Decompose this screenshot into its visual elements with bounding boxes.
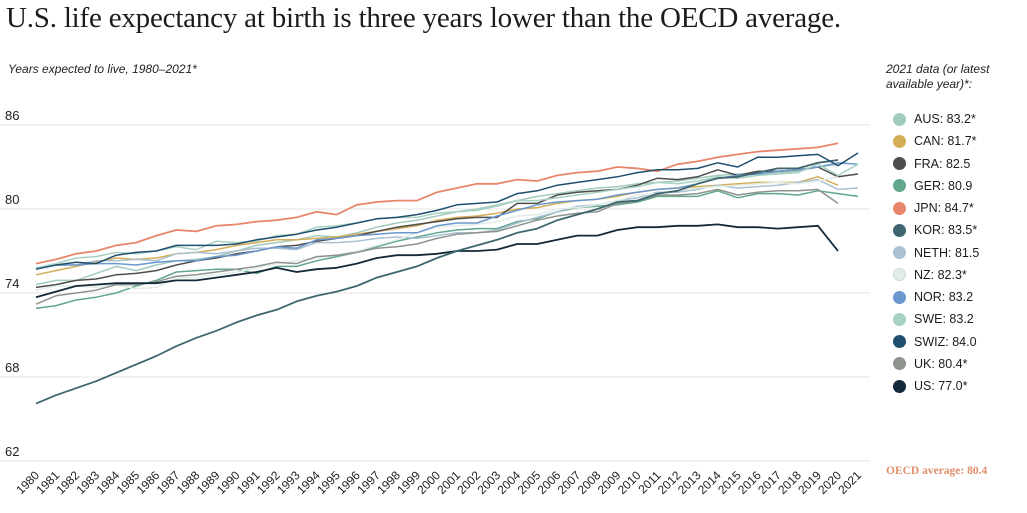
legend-swatch (893, 223, 906, 237)
legend-swatch (893, 246, 906, 260)
series-lines (35, 142, 859, 405)
legend-swatch (893, 157, 906, 171)
legend-item-jpn: JPN: 84.7* (893, 197, 979, 219)
legend-label: NZ: 82.3* (914, 267, 967, 282)
legend-item-swiz: SWIZ: 84.0 (893, 331, 979, 353)
legend-item-swe: SWE: 83.2 (893, 308, 979, 330)
y-tick-label: 74 (5, 276, 19, 291)
y-tick-label: 86 (5, 108, 19, 123)
legend-label: CAN: 81.7* (914, 134, 977, 149)
legend-label: KOR: 83.5* (914, 223, 978, 238)
legend-title: 2021 data (or latest available year)*: (886, 62, 990, 91)
legend-item-fra: FRA: 82.5 (893, 153, 979, 175)
x-axis-ticks: 1980198119821983198419851986198719881989… (13, 468, 864, 497)
y-tick-label: 80 (5, 192, 19, 207)
legend-item-aus: AUS: 83.2* (893, 108, 979, 130)
series-line-can (35, 176, 839, 276)
legend-swatch (893, 268, 906, 282)
legend-label: FRA: 82.5 (914, 156, 971, 171)
legend-swatch (893, 179, 906, 193)
legend-label: SWE: 83.2 (914, 312, 974, 327)
series-line-swiz (35, 152, 859, 270)
legend-label: GER: 80.9 (914, 178, 973, 193)
legend-swatch (893, 312, 906, 326)
series-line-jpn (35, 142, 839, 265)
y-tick-label: 68 (5, 360, 19, 375)
legend-label: UK: 80.4* (914, 356, 968, 371)
series-line-fra (35, 166, 859, 289)
legend-swatch (893, 335, 906, 349)
x-tick-label: 2021 (835, 468, 864, 497)
legend-swatch (893, 112, 906, 126)
series-line-ger (35, 190, 859, 310)
legend: AUS: 83.2* CAN: 81.7* FRA: 82.5 GER: 80.9 JP… (893, 108, 979, 397)
legend-swatch (893, 379, 906, 393)
legend-item-nor: NOR: 83.2 (893, 286, 979, 308)
y-axis-ticks: 62 68 74 80 86 (5, 108, 19, 459)
legend-item-ger: GER: 80.9 (893, 175, 979, 197)
legend-swatch (893, 201, 906, 215)
legend-item-kor: KOR: 83.5* (893, 219, 979, 241)
legend-item-neth: NETH: 81.5 (893, 242, 979, 264)
series-line-swe (35, 163, 859, 269)
legend-label: NOR: 83.2 (914, 290, 974, 305)
legend-swatch (893, 290, 906, 304)
chart-subtitle: Years expected to live, 1980–2021* (8, 62, 197, 76)
series-line-kor (35, 159, 839, 405)
series-line-uk (35, 188, 839, 305)
legend-label: AUS: 83.2* (914, 112, 976, 127)
legend-swatch (893, 357, 906, 371)
chart-title: U.S. life expectancy at birth is three y… (6, 2, 841, 34)
legend-swatch (893, 134, 906, 148)
legend-label: JPN: 84.7* (914, 201, 974, 216)
series-line-aus (35, 163, 839, 286)
legend-label: NETH: 81.5 (914, 245, 980, 260)
legend-item-us: US: 77.0* (893, 375, 979, 397)
oecd-average-note: OECD average: 80.4 (886, 465, 988, 477)
legend-item-nz: NZ: 82.3* (893, 264, 979, 286)
y-tick-label: 62 (5, 444, 19, 459)
series-line-us (35, 223, 839, 299)
legend-label: SWIZ: 84.0 (914, 334, 977, 349)
legend-item-can: CAN: 81.7* (893, 130, 979, 152)
gridlines (0, 124, 870, 462)
legend-label: US: 77.0* (914, 379, 968, 394)
legend-item-uk: UK: 80.4* (893, 353, 979, 375)
